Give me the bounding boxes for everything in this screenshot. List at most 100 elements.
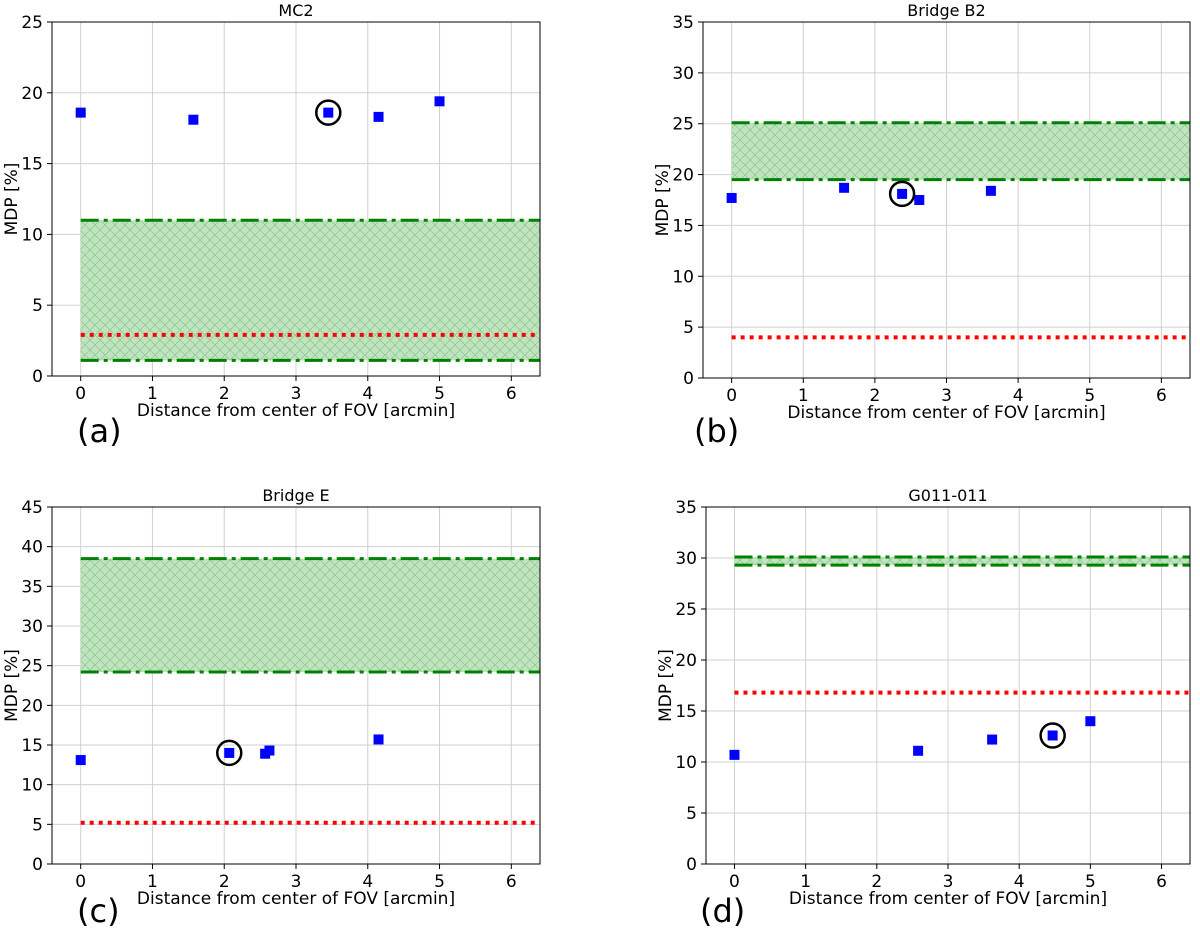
x-tick-label: 5 [434,384,445,404]
x-tick-label: 1 [798,386,809,406]
x-tick-label: 2 [871,872,882,892]
x-tick-label: 2 [869,386,880,406]
chart-panel-b: 0 1 2 3 4 5 6 0 5 10 15 20 25 30 35 Bridge B2 Distance f… [653,1,1191,450]
data-point [987,734,998,745]
y-tick-label: 25 [675,600,697,620]
x-tick-label: 5 [1084,386,1095,406]
x-axis-label: Distance from center of FOV [arcmin] [137,889,455,909]
x-tick-label: 4 [362,872,373,892]
x-tick-label: 4 [1014,872,1025,892]
data-point [188,114,199,125]
y-tick-label: 20 [675,651,697,671]
x-axis-label: Distance from center of FOV [arcmin] [137,401,455,421]
highlight-circle [1039,722,1066,749]
x-tick-label: 0 [75,384,86,404]
x-tick-label: 2 [219,872,230,892]
y-tick-label: 10 [675,753,697,773]
y-tick-label: 0 [32,367,43,387]
chart-title: Bridge E [262,486,329,505]
y-tick-label: 15 [21,736,43,756]
y-tick-label: 30 [21,617,43,637]
y-axis-label: MDP [%] [2,649,22,722]
data-point [729,749,740,760]
data-point [726,192,737,203]
data-point [75,107,86,118]
data-point [323,107,334,118]
chart-panel-d: 0 1 2 3 4 5 6 0 5 10 15 20 25 30 35 G011-011 Distance fr… [656,486,1191,930]
y-tick-label: 10 [672,267,694,287]
data-point [434,96,445,107]
y-tick-label: 10 [21,225,43,245]
x-tick-label: 4 [1013,386,1024,406]
data-point [75,755,86,766]
x-tick-label: 6 [1156,386,1167,406]
data-point [897,188,908,199]
y-tick-label: 15 [675,702,697,722]
x-axis-label: Distance from center of FOV [arcmin] [789,889,1107,909]
x-tick-label: 0 [75,872,86,892]
y-tick-label: 30 [672,64,694,84]
y-tick-label: 40 [21,538,43,558]
data-point [1047,730,1058,741]
y-tick-label: 5 [686,804,697,824]
x-tick-label: 3 [941,386,952,406]
y-tick-label: 25 [672,115,694,135]
data-point [913,745,924,756]
mdp-band-fill [731,122,1190,180]
x-tick-label: 0 [726,386,737,406]
highlight-circle [888,180,916,208]
x-tick-label: 3 [291,872,302,892]
y-tick-label: 20 [21,696,43,716]
y-tick-label: 0 [32,855,43,875]
y-tick-label: 20 [21,84,43,104]
y-axis-label: MDP [%] [656,649,676,722]
y-tick-label: 45 [21,498,43,518]
y-axis-label: MDP [%] [2,163,22,236]
x-axis-label: Distance from center of FOV [arcmin] [787,403,1105,423]
y-tick-label: 15 [21,155,43,175]
mdp-band-fill [734,556,1190,566]
x-tick-label: 1 [147,384,158,404]
data-point [264,745,275,756]
mdp-band-fill [80,558,541,673]
x-tick-label: 3 [943,872,954,892]
panel-label: (b) [694,412,739,450]
panel-label: (d) [700,892,745,930]
panel-label: (a) [77,412,122,450]
x-tick-label: 1 [800,872,811,892]
highlight-circle [216,739,243,767]
y-tick-label: 35 [675,498,697,518]
chart-panel-a: 0 1 2 3 4 5 6 0 5 10 15 20 25 MC2 Distance from center… [2,1,541,450]
highlight-circle [315,99,342,126]
y-tick-label: 15 [672,216,694,236]
data-point [224,747,235,758]
y-tick-label: 5 [32,815,43,835]
data-point [1085,716,1096,727]
data-point [985,185,996,196]
x-tick-label: 1 [147,872,158,892]
y-tick-label: 5 [683,318,694,338]
y-tick-label: 5 [32,296,43,316]
y-tick-label: 30 [675,549,697,569]
x-tick-label: 3 [291,384,302,404]
data-point [373,111,384,122]
chart-title: MC2 [278,1,313,20]
y-tick-label: 0 [686,855,697,875]
data-point [373,734,384,745]
x-tick-label: 6 [506,384,517,404]
y-tick-label: 35 [21,577,43,597]
y-axis-label: MDP [%] [653,164,673,237]
y-tick-label: 25 [21,13,43,33]
y-tick-label: 20 [672,166,694,186]
y-tick-label: 10 [21,776,43,796]
x-tick-label: 4 [362,384,373,404]
y-tick-label: 0 [683,369,694,389]
chart-title: Bridge B2 [907,1,985,20]
x-tick-label: 0 [729,872,740,892]
y-tick-label: 35 [672,13,694,33]
x-tick-label: 6 [1156,872,1167,892]
y-tick-label: 25 [21,657,43,677]
chart-title: G011-011 [908,486,987,505]
